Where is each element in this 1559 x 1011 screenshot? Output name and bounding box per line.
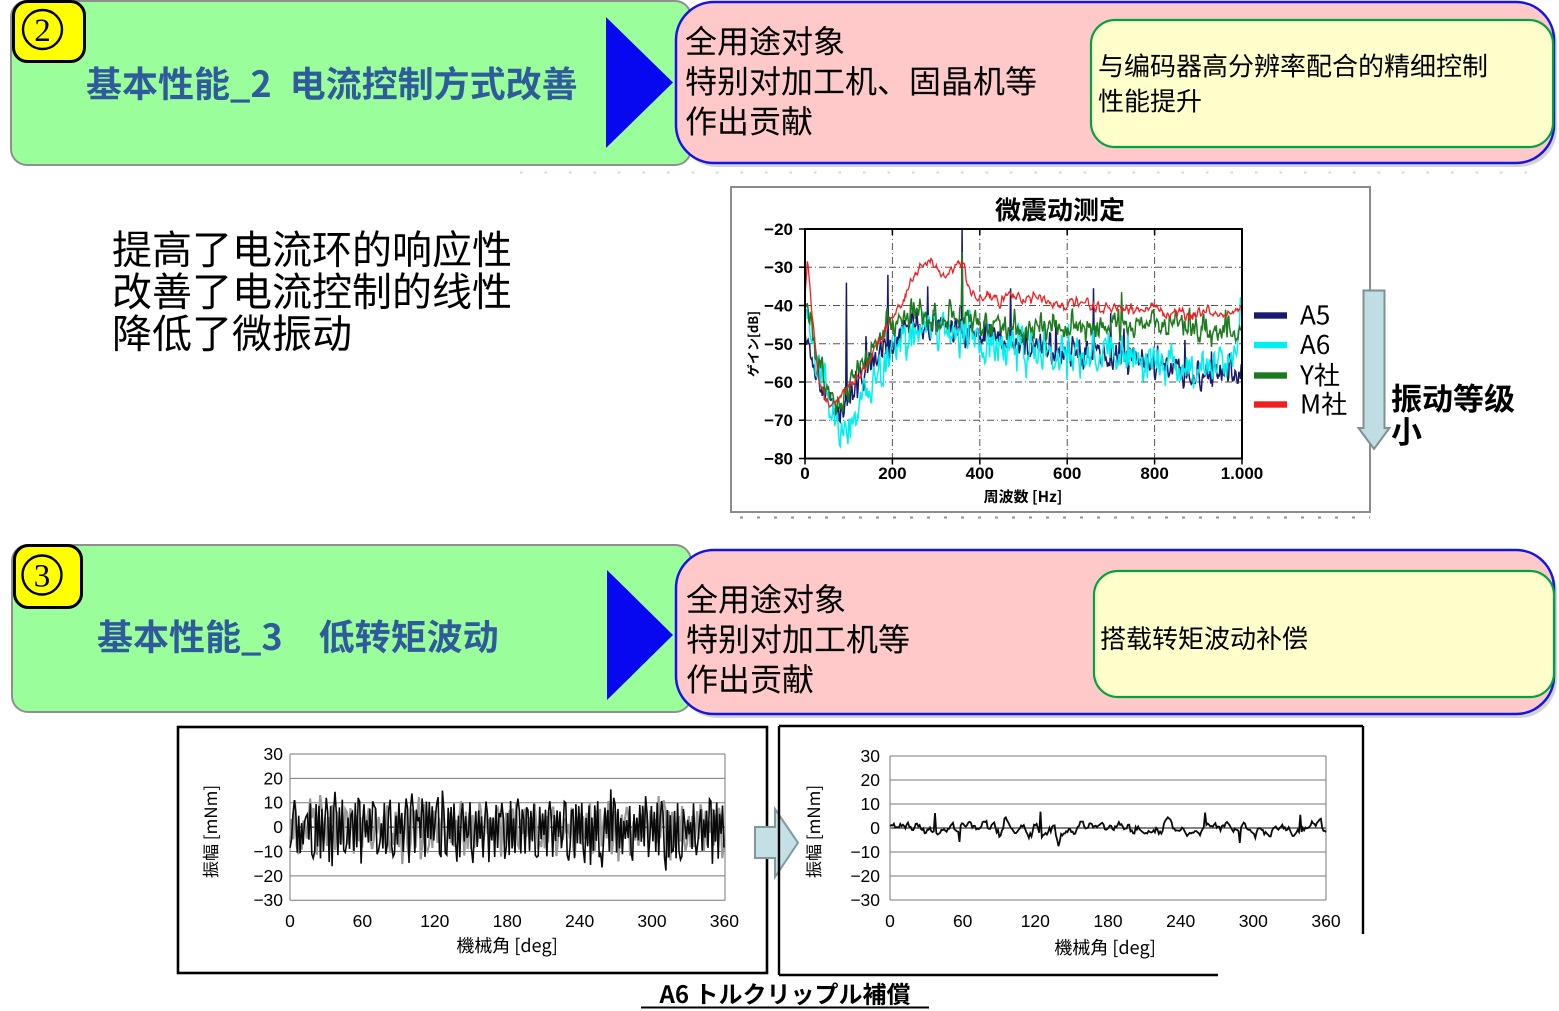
svg-text:300: 300 — [637, 911, 666, 931]
svg-text:600: 600 — [1053, 464, 1081, 483]
svg-text:2: 2 — [34, 13, 51, 49]
svg-text:10: 10 — [264, 793, 284, 813]
svg-text:20: 20 — [861, 770, 881, 790]
svg-text:10: 10 — [861, 794, 881, 814]
svg-text:240: 240 — [1166, 911, 1195, 931]
svg-text:800: 800 — [1140, 464, 1168, 483]
svg-text:0: 0 — [273, 817, 283, 837]
svg-text:120: 120 — [1021, 911, 1050, 931]
svg-text:−60: −60 — [764, 373, 793, 392]
svg-text:−70: −70 — [764, 411, 793, 430]
svg-text:−40: −40 — [764, 297, 793, 316]
svg-text:0: 0 — [885, 911, 895, 931]
svg-text:0: 0 — [285, 911, 295, 931]
svg-text:0: 0 — [800, 464, 809, 483]
svg-text:0: 0 — [870, 818, 880, 838]
svg-text:360: 360 — [1311, 911, 1340, 931]
svg-text:−10: −10 — [850, 842, 880, 862]
svg-text:400: 400 — [966, 464, 994, 483]
svg-text:1.000: 1.000 — [1221, 464, 1264, 483]
svg-text:30: 30 — [264, 744, 284, 764]
svg-text:60: 60 — [953, 911, 973, 931]
svg-text:3: 3 — [34, 559, 51, 595]
svg-text:−20: −20 — [850, 866, 880, 886]
svg-text:−20: −20 — [253, 866, 283, 886]
svg-text:120: 120 — [420, 911, 449, 931]
svg-text:30: 30 — [861, 746, 881, 766]
svg-text:−30: −30 — [850, 890, 880, 910]
svg-text:−20: −20 — [764, 220, 793, 239]
svg-text:200: 200 — [878, 464, 906, 483]
svg-text:−50: −50 — [764, 335, 793, 354]
svg-text:−30: −30 — [764, 258, 793, 277]
svg-text:240: 240 — [565, 911, 594, 931]
svg-text:180: 180 — [1093, 911, 1122, 931]
svg-text:−80: −80 — [764, 450, 793, 469]
svg-text:−30: −30 — [253, 890, 283, 910]
svg-text:−10: −10 — [253, 842, 283, 862]
svg-text:60: 60 — [353, 911, 373, 931]
svg-text:20: 20 — [264, 768, 284, 788]
svg-text:360: 360 — [710, 911, 739, 931]
svg-text:180: 180 — [493, 911, 522, 931]
svg-text:300: 300 — [1239, 911, 1268, 931]
